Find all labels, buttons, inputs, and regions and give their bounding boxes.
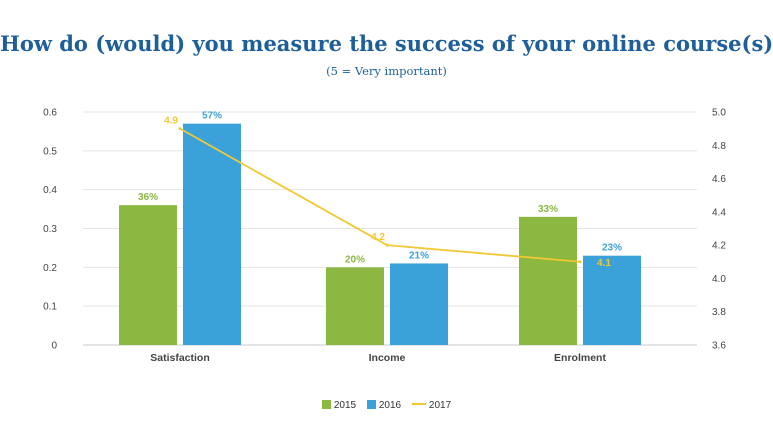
legend-swatch-2015: [321, 400, 331, 409]
y-left-tick-label: 0.4: [43, 185, 57, 196]
y-left-tick-label: 0.5: [43, 146, 57, 157]
data-label-2015: 36%: [138, 192, 158, 203]
x-tick-label: Enrolment: [554, 352, 606, 364]
line-point-2017: [385, 243, 389, 247]
y-left-tick-label: 0.6: [43, 108, 57, 119]
x-tick-label: Satisfaction: [150, 352, 210, 364]
y-left-tick-label: 0.1: [43, 302, 57, 313]
legend-label-2016: 2016: [378, 400, 402, 411]
data-label-2016: 21%: [409, 250, 429, 261]
y-left-tick-label: 0: [51, 341, 57, 352]
data-label-2016: 57%: [202, 111, 222, 122]
legend-item-2016[interactable]: 2016: [366, 400, 402, 411]
x-tick-label: Income: [369, 352, 406, 364]
line-point-2017: [178, 127, 182, 131]
bar-2015-income: [326, 267, 384, 345]
legend-swatch-2017: [411, 403, 426, 405]
y-right-tick-label: 4.2: [712, 241, 726, 252]
y-right-tick-label: 4.6: [712, 174, 726, 185]
y-right-tick-label: 5.0: [712, 108, 726, 119]
legend-label-2017: 2017: [428, 400, 452, 411]
data-label-2017: 4.1: [597, 258, 611, 269]
legend-swatch-2016: [366, 400, 376, 409]
y-right-tick-label: 3.6: [712, 341, 726, 352]
y-left-tick-label: 0.3: [43, 224, 57, 235]
data-label-2015: 33%: [538, 204, 558, 215]
bar-2016-income: [390, 263, 448, 345]
bar-2016-enrolment: [583, 255, 641, 345]
legend-item-2015[interactable]: 2015: [321, 400, 357, 411]
bar-2015-satisfaction: [119, 205, 177, 345]
y-right-tick-label: 4.0: [712, 274, 726, 285]
chart-title: How do (would) you measure the success o…: [0, 31, 773, 56]
y-right-tick-label: 4.4: [712, 207, 726, 218]
line-point-2017: [578, 260, 582, 264]
legend-label-2015: 2015: [333, 400, 357, 411]
data-label-2017: 4.2: [371, 232, 385, 243]
y-right-tick-label: 4.8: [712, 141, 726, 152]
chart-subtitle: (5 = Very important): [326, 64, 447, 78]
y-right-tick-label: 3.8: [712, 307, 726, 318]
y-left-tick-label: 0.2: [43, 263, 57, 274]
bar-2015-enrolment: [519, 216, 577, 345]
data-label-2015: 20%: [345, 254, 365, 265]
bar-2016-satisfaction: [183, 123, 241, 346]
legend-item-2017[interactable]: 2017: [411, 400, 452, 411]
data-label-2016: 23%: [602, 243, 622, 254]
legend: 2015 2016 2017: [0, 400, 773, 411]
data-label-2017: 4.9: [164, 116, 178, 127]
